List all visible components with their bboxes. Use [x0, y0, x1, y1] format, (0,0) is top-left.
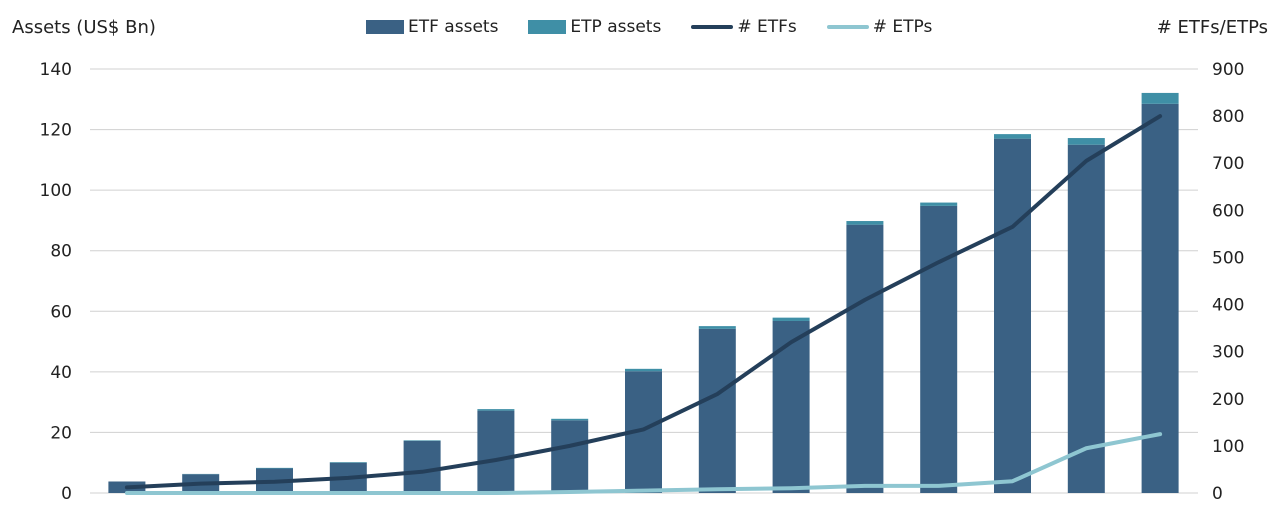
etfs-count-point: [864, 299, 866, 301]
legend-label-etf-assets: ETF assets: [408, 17, 499, 37]
right-tick-label: 400: [1212, 296, 1244, 316]
legend-line-etps-count: [826, 25, 869, 29]
legend-swatch-etp-assets: [528, 20, 567, 34]
legend-label-etps-count: # ETPs: [872, 17, 933, 37]
legend-label-etfs-count: # ETFs: [737, 17, 797, 37]
etps-count-point: [643, 490, 644, 492]
legend-line-etfs-count: [691, 25, 734, 29]
etps-count-point: [421, 492, 423, 494]
etp-assets-bar: [846, 221, 884, 225]
left-tick-label: 120: [40, 121, 72, 141]
legend-label-etp-assets: ETP assets: [570, 17, 662, 37]
legend-item-etfs-count: # ETFs: [691, 17, 797, 37]
etf-assets-bar: [698, 328, 736, 493]
etps-count-point: [938, 485, 940, 487]
etfs-count-point: [126, 486, 128, 488]
etfs-count-point: [643, 428, 644, 430]
etf-assets-bar: [920, 205, 958, 494]
etp-assets-bar: [477, 409, 515, 411]
etps-count-point: [200, 492, 202, 494]
etp-assets-bar: [772, 317, 810, 321]
etfs-count-point: [495, 459, 497, 461]
etf-assets-bar: [477, 410, 515, 493]
etp-assets-bar: [551, 418, 589, 421]
legend-item-etp-assets: ETP assets: [528, 17, 661, 37]
etfs-count-point: [1085, 160, 1087, 162]
etp-assets-bar: [403, 440, 441, 441]
etps-count-point: [347, 492, 349, 494]
left-tick-label: 0: [61, 484, 72, 504]
left-tick-label: 40: [50, 363, 72, 383]
etp-assets-bar: [329, 462, 367, 463]
right-axis-title: # ETFs/ETPs: [1156, 17, 1268, 38]
legend-item-etps-count: # ETPs: [826, 17, 933, 37]
etp-assets-bar: [1141, 92, 1179, 104]
legend-swatch-etf-assets: [366, 20, 404, 34]
etps-count-point: [716, 488, 718, 490]
right-tick-label: 900: [1212, 60, 1244, 80]
etfs-count-point: [938, 261, 940, 263]
left-axis-title: Assets (US$ Bn): [12, 17, 156, 38]
etps-count-point: [495, 492, 497, 494]
right-tick-label: 0: [1212, 484, 1223, 504]
etp-assets-bar: [920, 202, 958, 206]
etps-count-point: [1159, 433, 1161, 435]
etps-count-point: [1085, 447, 1087, 449]
right-tick-label: 500: [1212, 248, 1244, 268]
etf-assets-bar: [1141, 103, 1179, 493]
right-tick-label: 600: [1212, 201, 1244, 221]
chart-legend: ETF assets ETP assets # ETFs # ETPs: [366, 17, 962, 37]
etp-assets-bar: [625, 368, 662, 372]
etp-assets-bar: [256, 467, 293, 469]
etps-count-point: [790, 487, 792, 489]
legend-item-etf-assets: ETF assets: [366, 17, 498, 37]
etf-assets-bar: [994, 138, 1031, 493]
left-tick-label: 60: [50, 302, 72, 322]
right-tick-label: 700: [1212, 154, 1244, 174]
etps-count-point: [569, 491, 571, 493]
right-tick-label: 200: [1212, 390, 1244, 410]
etp-assets-bar: [994, 134, 1031, 139]
etfs-count-point: [421, 471, 423, 473]
left-tick-label: 140: [40, 60, 72, 80]
etf-assets-bar: [551, 420, 589, 493]
etfs-count-point: [569, 445, 571, 447]
etp-assets-bar: [1067, 138, 1105, 145]
right-tick-label: 800: [1212, 107, 1244, 127]
etfs-count-point: [200, 483, 202, 485]
etps-count-point: [126, 492, 128, 494]
left-tick-label: 100: [40, 181, 72, 201]
etps-count-point: [274, 492, 275, 494]
etfs-count-point: [716, 393, 718, 395]
etps-count-point: [1012, 480, 1013, 482]
etfs-count-point: [1159, 115, 1161, 117]
etf-assets-bar: [1067, 144, 1105, 493]
etfs-count-point: [1012, 226, 1013, 228]
etf-assets-bar: [846, 224, 884, 493]
etfs-count-point: [790, 341, 792, 343]
etfs-count-point: [274, 481, 275, 483]
left-tick-label: 20: [50, 423, 72, 443]
etfs-count-point: [347, 477, 349, 479]
etps-count-point: [864, 485, 866, 487]
etf-assets-bar: [772, 320, 810, 493]
etp-assets-bar: [698, 326, 736, 329]
etf-assets-bar: [403, 440, 441, 493]
left-tick-label: 80: [50, 242, 72, 262]
right-tick-label: 100: [1212, 437, 1244, 457]
right-tick-label: 300: [1212, 343, 1244, 363]
